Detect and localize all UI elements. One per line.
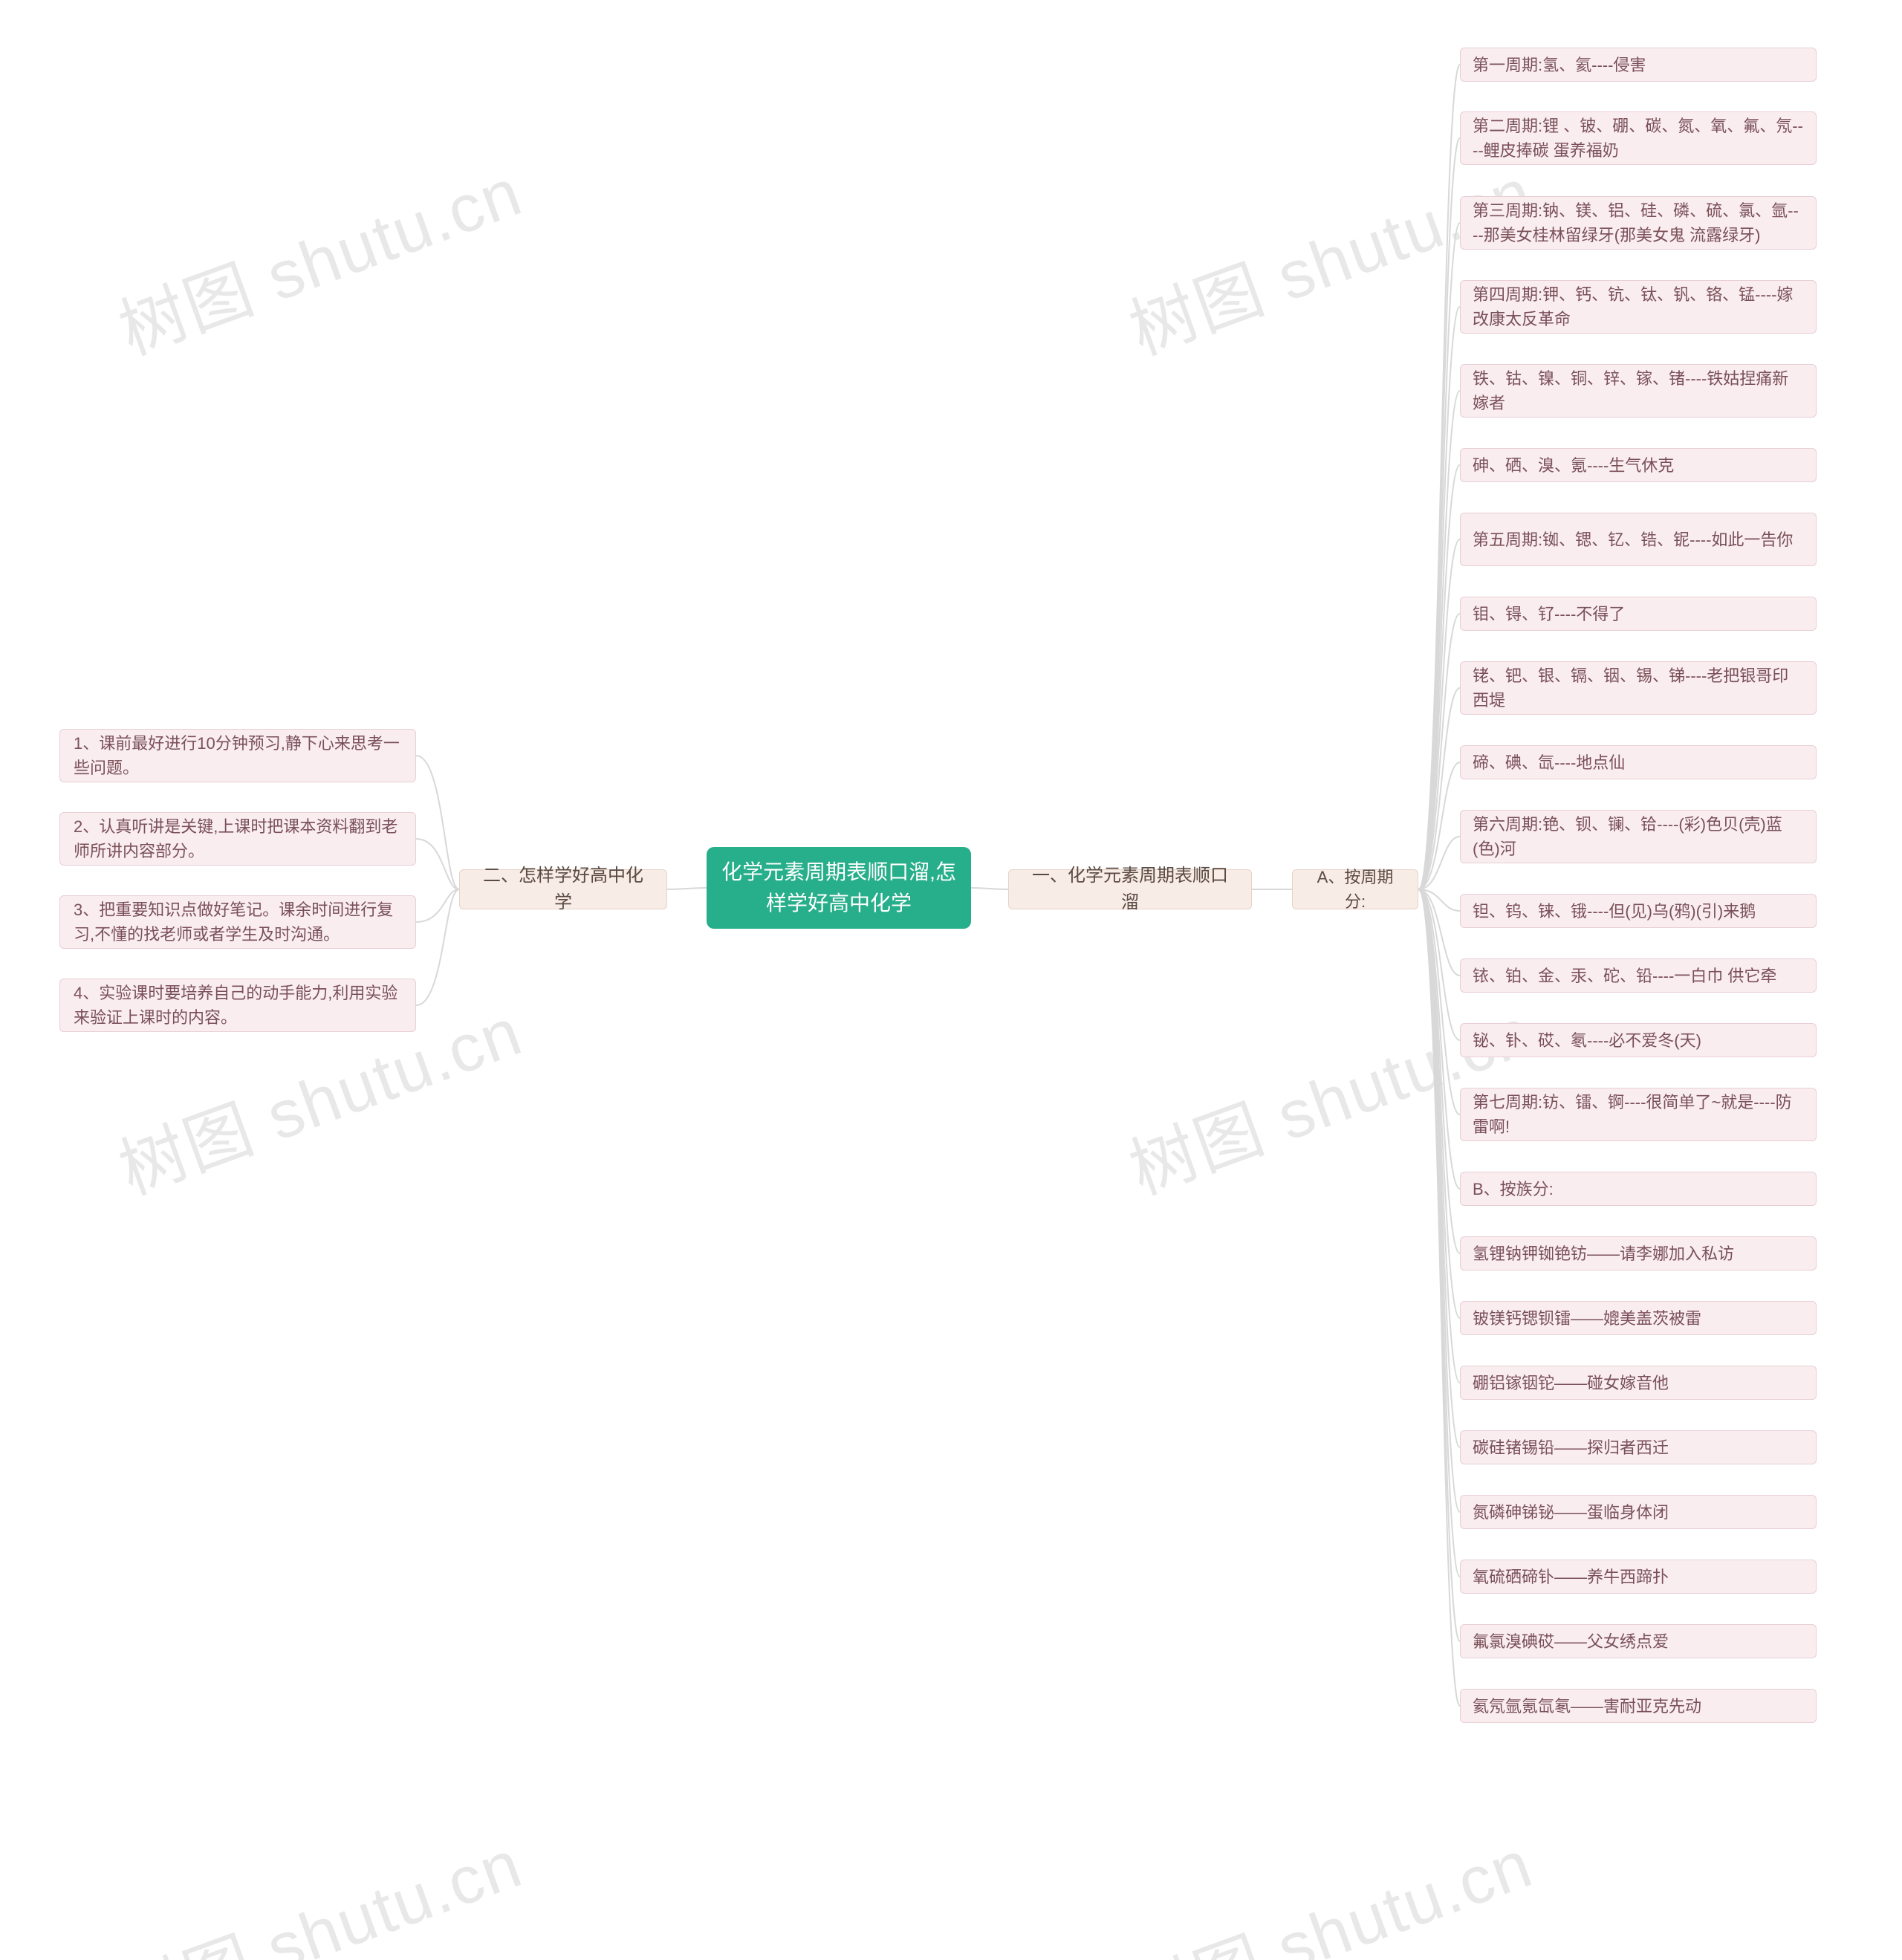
right-leaf[interactable]: 氧硫硒碲钋——养牛西蹄扑 [1460, 1560, 1817, 1594]
left-leaf[interactable]: 2、认真听讲是关键,上课时把课本资料翻到老师所讲内容部分。 [59, 812, 416, 866]
branch-left[interactable]: 二、怎样学好高中化学 [459, 869, 667, 909]
left-leaf[interactable]: 3、把重要知识点做好笔记。课余时间进行复习,不懂的找老师或者学生及时沟通。 [59, 895, 416, 949]
right-leaf[interactable]: 氢锂钠钾铷铯钫——请李娜加入私访 [1460, 1236, 1817, 1271]
right-leaf[interactable]: 碲、碘、氙----地点仙 [1460, 745, 1817, 779]
right-leaf[interactable]: 第五周期:铷、锶、钇、锆、铌----如此一告你 [1460, 513, 1817, 566]
right-leaf[interactable]: 钼、锝、钌----不得了 [1460, 597, 1817, 631]
right-leaf[interactable]: 第四周期:钾、钙、钪、钛、钒、铬、锰----嫁改康太反革命 [1460, 280, 1817, 334]
right-leaf[interactable]: B、按族分: [1460, 1172, 1817, 1206]
right-leaf[interactable]: 砷、硒、溴、氪----生气休克 [1460, 448, 1817, 482]
root-node[interactable]: 化学元素周期表顺口溜,怎样学好高中化学 [707, 847, 971, 929]
right-leaf[interactable]: 铱、铂、金、汞、砣、铅----一白巾 供它牵 [1460, 958, 1817, 993]
right-leaf[interactable]: 钽、钨、铼、锇----但(见)乌(鸦)(引)来鹅 [1460, 894, 1817, 928]
right-leaf[interactable]: 铋、钋、砹、氡----必不爱冬(天) [1460, 1023, 1817, 1057]
right-leaf[interactable]: 硼铝镓铟铊——碰女嫁音他 [1460, 1366, 1817, 1400]
watermark: 树图 shutu.cn [1114, 1810, 1543, 1960]
watermark: 树图 shutu.cn [1114, 138, 1543, 373]
left-leaf[interactable]: 1、课前最好进行10分钟预习,静下心来思考一些问题。 [59, 729, 416, 782]
right-leaf[interactable]: 第七周期:钫、镭、锕----很简单了~就是----防雷啊! [1460, 1088, 1817, 1141]
right-leaf[interactable]: 铑、钯、银、镉、铟、锡、锑----老把银哥印西堤 [1460, 661, 1817, 715]
watermark: 树图 shutu.cn [104, 1810, 533, 1960]
right-leaf[interactable]: 第二周期:锂 、铍、硼、碳、氮、氧、氟、氖----鲤皮捧碳 蛋养福奶 [1460, 111, 1817, 165]
right-leaf[interactable]: 氦氖氩氪氙氡——害耐亚克先动 [1460, 1689, 1817, 1723]
right-leaf[interactable]: 氮磷砷锑铋——蛋临身体闭 [1460, 1495, 1817, 1529]
left-leaf[interactable]: 4、实验课时要培养自己的动手能力,利用实验来验证上课时的内容。 [59, 979, 416, 1032]
watermark: 树图 shutu.cn [104, 138, 533, 373]
right-leaf[interactable]: 碳硅锗锡铅——探归者西迁 [1460, 1430, 1817, 1464]
mindmap-canvas: 树图 shutu.cn 树图 shutu.cn 树图 shutu.cn 树图 s… [0, 0, 1902, 1960]
right-leaf[interactable]: 铁、钴、镍、铜、锌、镓、锗----铁姑捏痛新嫁者 [1460, 364, 1817, 418]
right-leaf[interactable]: 第一周期:氢、氦----侵害 [1460, 48, 1817, 82]
right-leaf[interactable]: 第三周期:钠、镁、铝、硅、磷、硫、氯、氩----那美女桂林留绿牙(那美女鬼 流露… [1460, 196, 1817, 250]
branch-right[interactable]: 一、化学元素周期表顺口溜 [1008, 869, 1252, 909]
right-leaf[interactable]: 铍镁钙锶钡镭——媲美盖茨被雷 [1460, 1301, 1817, 1335]
right-leaf[interactable]: 氟氯溴碘砹——父女绣点爱 [1460, 1624, 1817, 1658]
sub-right[interactable]: A、按周期分: [1292, 869, 1418, 909]
right-leaf[interactable]: 第六周期:铯、钡、镧、铪----(彩)色贝(壳)蓝(色)河 [1460, 810, 1817, 863]
